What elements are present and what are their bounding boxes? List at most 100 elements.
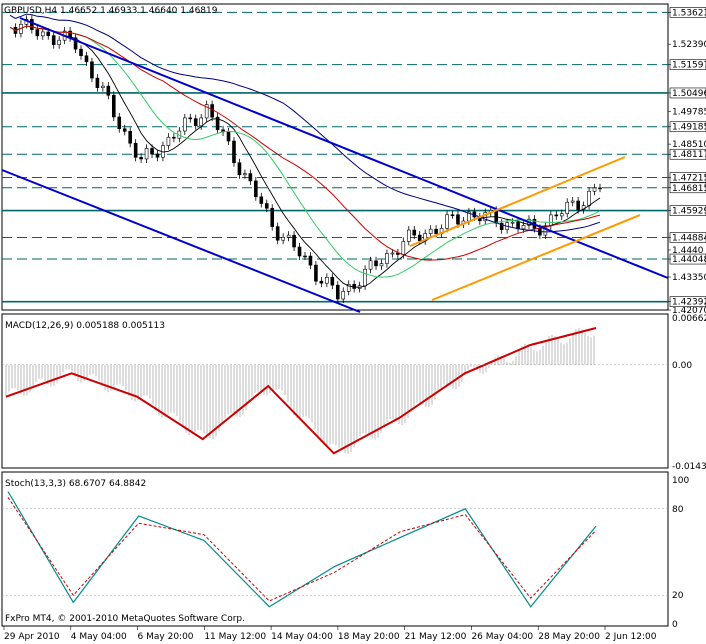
ma-mid-line xyxy=(9,25,601,278)
candle-body xyxy=(193,118,198,127)
candle-body xyxy=(46,31,51,36)
x-tick-label: 28 May 20:00 xyxy=(538,632,600,642)
candle-body xyxy=(57,39,61,45)
price-tick-label: 1.53623 xyxy=(672,8,706,18)
price-tick-label: 1.45929 xyxy=(672,207,706,217)
candle-body xyxy=(264,203,269,209)
stoch-axis-label: 100 xyxy=(672,476,689,486)
candle-body xyxy=(95,77,100,88)
macd-axis-label: -0.014300 xyxy=(672,462,706,472)
downtrend-channel-lower xyxy=(1,169,361,313)
stoch-signal-line xyxy=(7,497,597,602)
candle-body xyxy=(237,162,242,176)
candle-body xyxy=(243,173,247,176)
candle-body xyxy=(281,236,285,241)
stoch-header: Stoch(13,3,3) 68.6707 64.8842 xyxy=(5,479,146,489)
candle-body xyxy=(428,228,433,234)
candle-body xyxy=(592,187,597,192)
candle-body xyxy=(412,229,417,236)
candle-body xyxy=(215,116,220,131)
candle-body xyxy=(133,142,138,158)
price-tick-label: 1.47215 xyxy=(672,173,706,183)
price-tick-label: 1.42070 xyxy=(672,306,706,316)
candle-body xyxy=(330,276,335,286)
x-tick-label: 29 Apr 2010 xyxy=(4,632,60,642)
candle-body xyxy=(341,291,346,300)
candle-body xyxy=(150,148,154,155)
candle-body xyxy=(570,200,575,203)
price-layer xyxy=(1,11,669,313)
candle-body xyxy=(128,131,132,144)
candle-body xyxy=(254,180,258,198)
candle-body xyxy=(510,221,515,224)
uptrend-channel-upper xyxy=(409,156,626,247)
candle-body xyxy=(335,284,340,300)
candle-body xyxy=(155,153,160,158)
price-tick-label: 1.50496 xyxy=(672,89,706,99)
candle-body xyxy=(270,207,275,227)
x-tick-label: 21 May 12:00 xyxy=(405,632,467,642)
candle-body xyxy=(374,260,378,267)
x-tick-label: 14 May 04:00 xyxy=(271,632,333,642)
candle-body xyxy=(499,222,504,230)
candle-body xyxy=(101,85,105,88)
candle-body xyxy=(106,85,111,96)
candle-body xyxy=(166,136,171,146)
price-tick-label: 1.46815 xyxy=(672,184,706,194)
price-tick-label: 1.4440 xyxy=(672,246,704,256)
candle-body xyxy=(90,61,94,79)
candle-body xyxy=(346,284,351,292)
candle-body xyxy=(183,117,187,132)
candle-body xyxy=(40,31,45,37)
price-tick-label: 1.43350 xyxy=(672,273,706,283)
candle-body xyxy=(292,234,296,248)
candle-body xyxy=(319,280,324,284)
macd-axis-label: 0.00 xyxy=(672,361,692,371)
candle-body xyxy=(188,117,193,120)
downtrend-channel-upper xyxy=(19,17,669,279)
candle-body xyxy=(226,131,231,142)
candle-body xyxy=(35,29,40,37)
price-tick-label: 1.49185 xyxy=(672,123,706,133)
x-tick-label: 4 May 04:00 xyxy=(71,632,127,642)
x-tick-label: 2 Jun 12:00 xyxy=(605,632,657,642)
price-tick-label: 1.48510 xyxy=(672,140,706,150)
candle-body xyxy=(554,214,559,217)
axis-layer: 1.53623 1.52390 1.51597 1.50496 1.49785 1.491… xyxy=(3,7,706,642)
price-tick-label: 1.51597 xyxy=(672,61,706,71)
candle-body xyxy=(259,196,264,204)
ma-slow-line xyxy=(9,25,601,261)
candle-body xyxy=(303,255,307,258)
candle-body xyxy=(559,213,564,217)
candle-body xyxy=(401,241,406,255)
candle-body xyxy=(483,212,488,222)
candle-body xyxy=(576,200,580,210)
candle-body xyxy=(117,116,122,130)
stoch-layer xyxy=(2,491,668,608)
candle-body xyxy=(122,128,127,132)
candle-body xyxy=(521,225,526,230)
x-tick-label: 11 May 12:00 xyxy=(204,632,266,642)
macd-layer xyxy=(2,327,668,455)
candle-body xyxy=(368,260,373,270)
uptrend-channel-lower xyxy=(431,214,641,301)
candle-body xyxy=(450,214,455,217)
stoch-axis-label: 20 xyxy=(672,591,684,601)
price-header: GBPUSD,H4 1.46652 1.46933 1.46640 1.4681… xyxy=(4,6,218,16)
candle-body xyxy=(587,190,591,206)
candle-body xyxy=(434,228,438,234)
macd-axis-label: 0.006620 xyxy=(672,314,706,324)
price-tick-label: 1.44048 xyxy=(672,255,706,265)
price-tick-label: 1.49785 xyxy=(672,107,706,117)
candle-body xyxy=(73,37,78,50)
candle-body xyxy=(204,104,209,119)
candle-body xyxy=(406,229,411,242)
candle-body xyxy=(111,94,116,118)
price-tick-label: 1.42392 xyxy=(672,298,706,308)
price-panel-frame xyxy=(1,3,669,311)
price-tick-label: 1.52390 xyxy=(672,40,706,50)
candle-body xyxy=(308,255,313,266)
candle-body xyxy=(232,140,236,164)
ma-long-line xyxy=(9,13,601,233)
